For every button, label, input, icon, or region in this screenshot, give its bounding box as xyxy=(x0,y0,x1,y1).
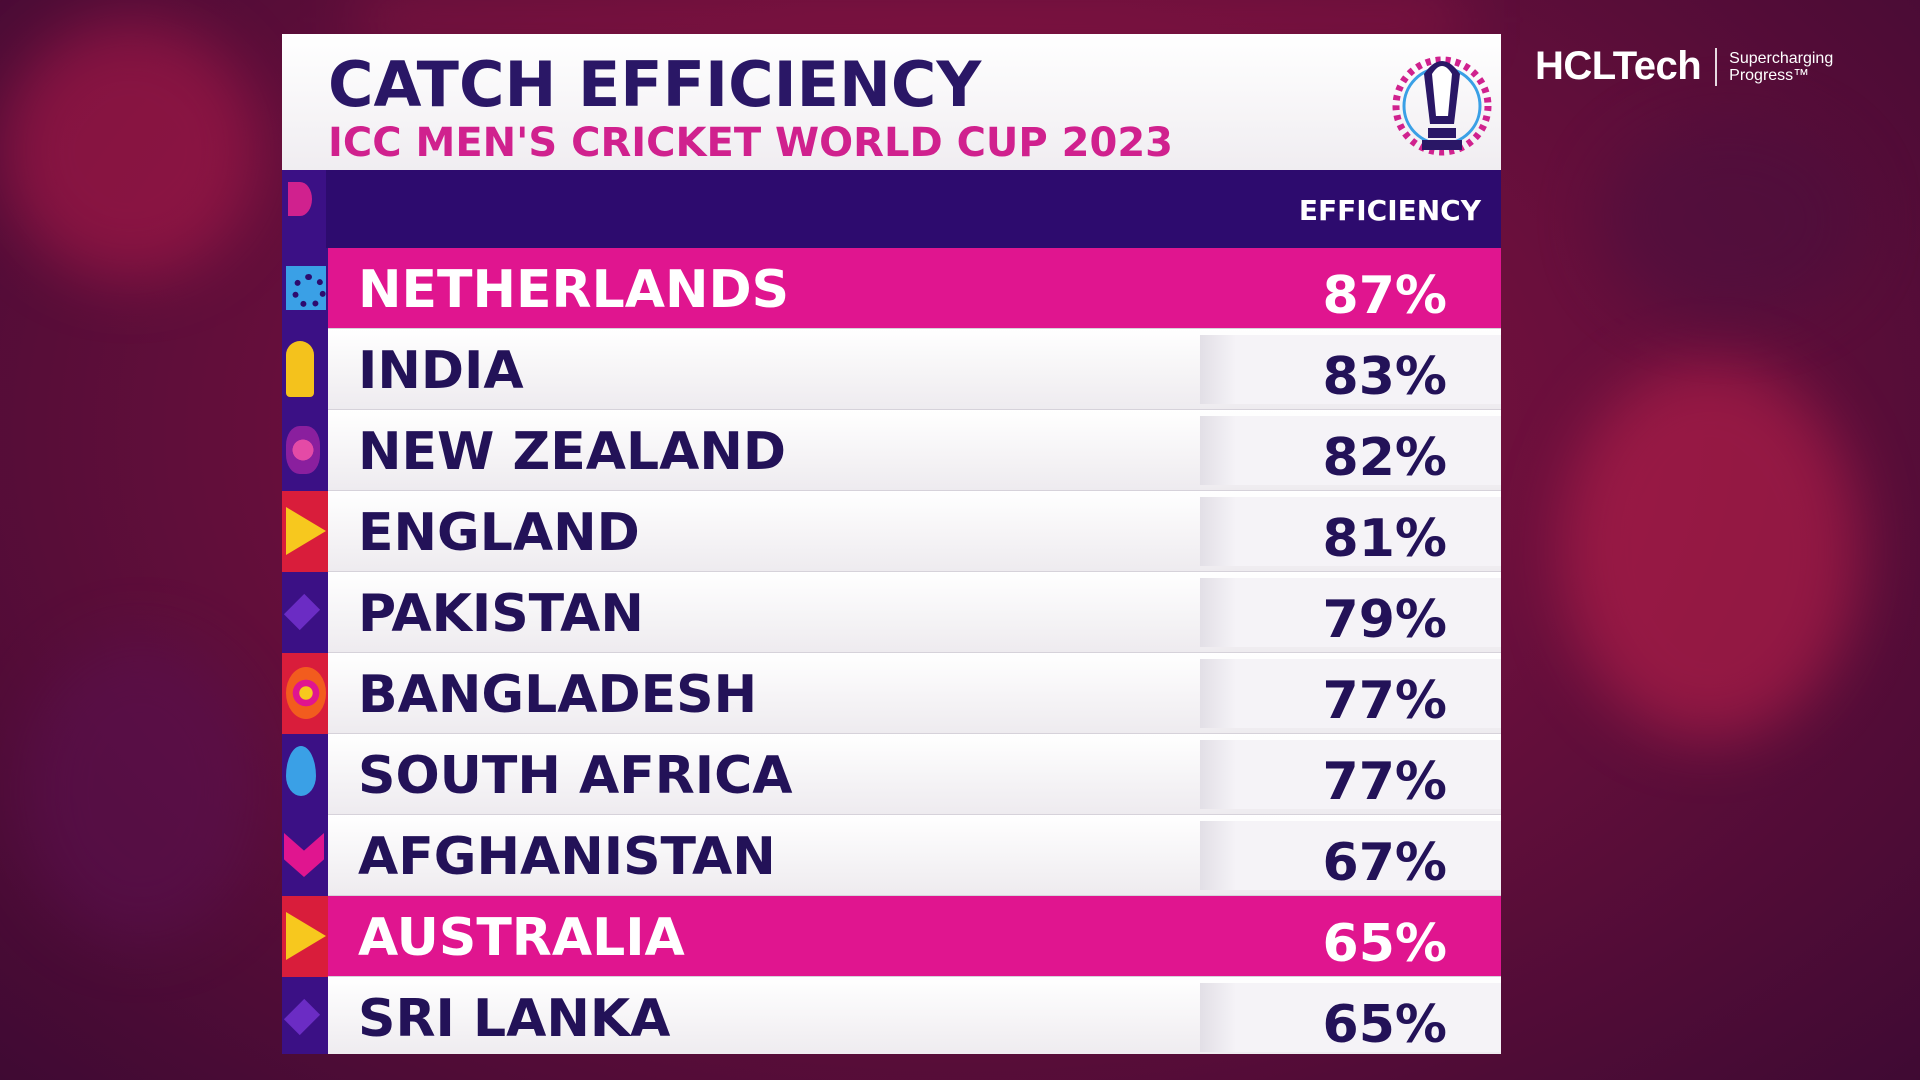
team-name: BANGLADESH xyxy=(358,665,758,725)
efficiency-value: 67% xyxy=(1322,833,1447,893)
efficiency-value: 77% xyxy=(1322,752,1447,812)
brand-logo: HCLTech Supercharging Progress™ xyxy=(1535,44,1833,89)
efficiency-value: 65% xyxy=(1322,995,1447,1054)
value-cell: 81% xyxy=(1200,497,1501,569)
table-row: SRI LANKA 65% xyxy=(282,977,1501,1054)
team-name: ENGLAND xyxy=(358,503,640,563)
row-accent-strip xyxy=(282,896,328,977)
value-cell: 83% xyxy=(1200,335,1501,407)
background-blur xyxy=(360,0,1460,40)
table-row: INDIA 83% xyxy=(282,329,1501,410)
table-row: AFGHANISTAN 67% xyxy=(282,815,1501,896)
row-accent-strip xyxy=(282,815,328,896)
ranking-table: NETHERLANDS 87% INDIA 83% NEW ZEALAND 82… xyxy=(282,248,1501,1054)
efficiency-value: 87% xyxy=(1322,266,1447,326)
value-cell: 77% xyxy=(1200,659,1501,731)
diamond-icon xyxy=(283,593,321,631)
team-name: INDIA xyxy=(358,341,524,401)
value-cell: 87% xyxy=(1200,254,1501,326)
value-cell: 82% xyxy=(1200,416,1501,488)
graphic-title: CATCH EFFICIENCY xyxy=(328,48,982,121)
value-cell: 67% xyxy=(1200,821,1501,893)
flower-icon xyxy=(286,426,320,474)
brand-tagline-line2: Progress™ xyxy=(1729,66,1810,84)
header-accent xyxy=(282,170,326,248)
team-name: SRI LANKA xyxy=(358,989,671,1049)
table-row: SOUTH AFRICA 77% xyxy=(282,734,1501,815)
drop-icon xyxy=(286,746,316,796)
brand-divider xyxy=(1715,47,1718,86)
burst-icon xyxy=(286,667,326,719)
triangle-icon xyxy=(286,507,326,555)
graphic-subtitle: ICC MEN'S CRICKET WORLD CUP 2023 xyxy=(328,120,1173,166)
heart-icon xyxy=(284,833,324,877)
row-accent-strip xyxy=(282,977,328,1054)
efficiency-value: 81% xyxy=(1322,509,1447,569)
table-row: PAKISTAN 79% xyxy=(282,572,1501,653)
team-name: AFGHANISTAN xyxy=(358,827,776,887)
efficiency-value: 65% xyxy=(1322,914,1447,974)
triangle-icon xyxy=(286,912,326,960)
value-cell: 79% xyxy=(1200,578,1501,650)
team-name: NEW ZEALAND xyxy=(358,422,787,482)
table-row: AUSTRALIA 65% xyxy=(282,896,1501,977)
brand-name: HCLTech xyxy=(1535,44,1702,88)
efficiency-value: 79% xyxy=(1322,590,1447,650)
row-accent-strip xyxy=(282,653,328,734)
diamond-icon xyxy=(283,998,321,1036)
team-name: NETHERLANDS xyxy=(358,260,790,320)
value-cell: 65% xyxy=(1200,902,1501,974)
title-block: CATCH EFFICIENCY ICC MEN'S CRICKET WORLD… xyxy=(282,34,1501,170)
brand-tagline: Supercharging Progress™ xyxy=(1729,50,1833,84)
bell-icon xyxy=(286,341,314,397)
row-accent-strip xyxy=(282,572,328,653)
team-name: SOUTH AFRICA xyxy=(358,746,793,806)
table-row: NEW ZEALAND 82% xyxy=(282,410,1501,491)
efficiency-value: 83% xyxy=(1322,347,1447,407)
value-cell: 65% xyxy=(1200,983,1501,1054)
value-cell: 77% xyxy=(1200,740,1501,812)
sun-icon xyxy=(286,266,326,310)
background-blur xyxy=(20,640,260,940)
efficiency-value: 77% xyxy=(1322,671,1447,731)
column-header-bar: EFFICIENCY xyxy=(282,170,1501,248)
stats-card: CATCH EFFICIENCY ICC MEN'S CRICKET WORLD… xyxy=(282,34,1501,1054)
background-blur xyxy=(1600,120,1860,320)
row-accent-strip xyxy=(282,410,328,491)
efficiency-value: 82% xyxy=(1322,428,1447,488)
brand-tagline-line1: Supercharging xyxy=(1729,49,1834,67)
row-accent-strip xyxy=(282,734,328,815)
team-name: PAKISTAN xyxy=(358,584,644,644)
table-row: BANGLADESH 77% xyxy=(282,653,1501,734)
background-blur xyxy=(1560,360,1860,740)
row-accent-strip xyxy=(282,248,328,329)
table-row: NETHERLANDS 87% xyxy=(282,248,1501,329)
row-accent-strip xyxy=(282,329,328,410)
team-name: AUSTRALIA xyxy=(358,908,685,968)
row-accent-strip xyxy=(282,491,328,572)
background-blur xyxy=(0,20,260,280)
table-row: ENGLAND 81% xyxy=(282,491,1501,572)
trophy-icon xyxy=(1392,56,1492,156)
efficiency-column-header: EFFICIENCY xyxy=(1298,194,1481,227)
